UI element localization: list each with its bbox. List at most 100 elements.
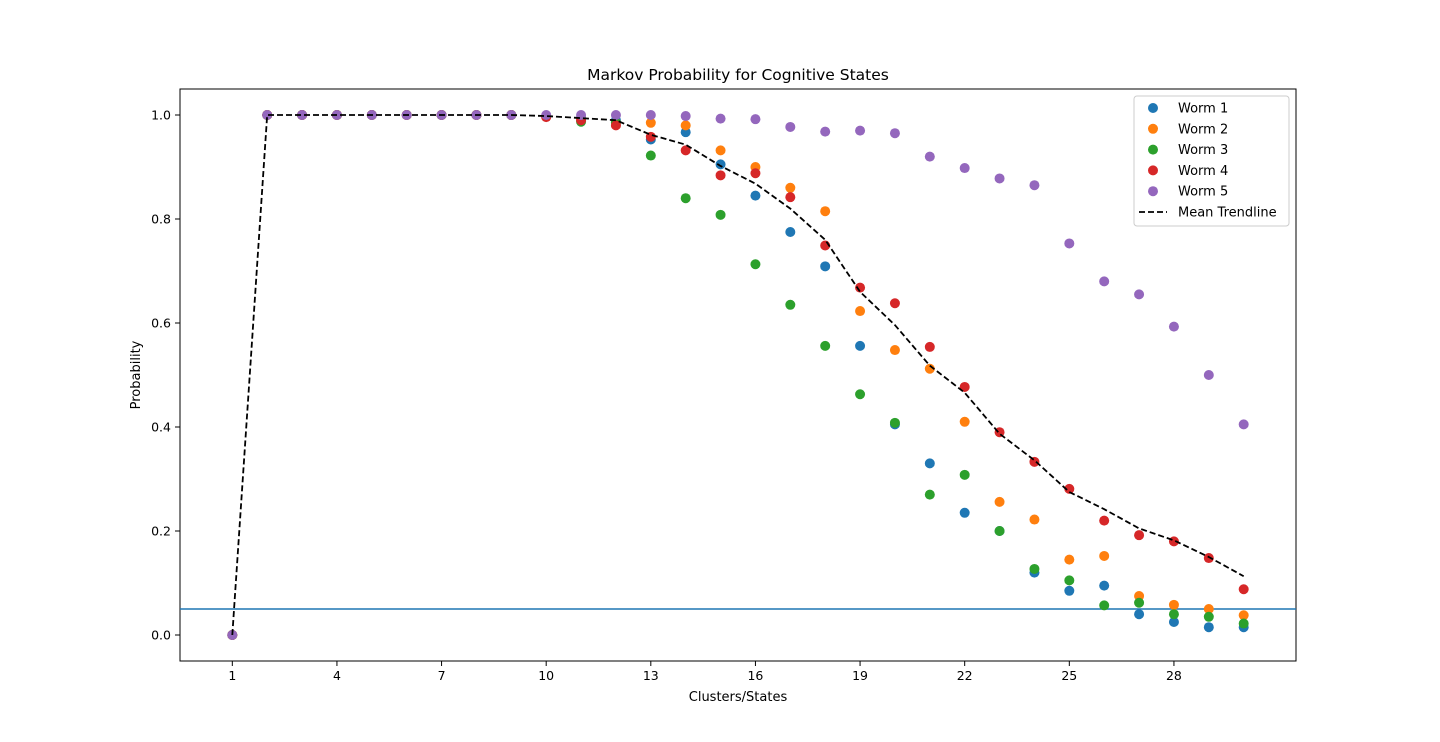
data-point <box>1238 610 1249 621</box>
data-point <box>889 417 900 428</box>
data-point <box>994 496 1005 507</box>
data-point <box>1238 419 1249 430</box>
y-tick-label: 1.0 <box>151 108 171 123</box>
data-point <box>1099 515 1110 526</box>
data-point <box>785 121 796 132</box>
data-point <box>645 110 656 120</box>
data-point <box>645 150 656 161</box>
series-2-points <box>227 110 1249 640</box>
legend-label: Worm 3 <box>1178 143 1228 158</box>
x-tick-label: 1 <box>228 668 236 683</box>
data-point <box>820 340 831 351</box>
series-4-points <box>227 110 1249 640</box>
mean-trendline <box>231 114 1245 636</box>
y-tick-label: 0.2 <box>151 524 171 539</box>
data-point <box>959 381 970 392</box>
y-tick-label: 0.0 <box>151 628 171 643</box>
data-point <box>715 159 726 170</box>
data-point <box>680 120 691 131</box>
legend-label: Worm 4 <box>1178 164 1228 179</box>
data-point <box>1168 617 1179 627</box>
data-point <box>1064 585 1075 596</box>
legend-marker <box>1148 186 1158 197</box>
data-point <box>959 163 970 174</box>
data-point <box>750 259 761 270</box>
chart-title: Markov Probability for Cognitive States <box>587 66 889 84</box>
x-axis-label: Clusters/States <box>689 690 788 705</box>
data-point <box>1134 597 1145 608</box>
data-point <box>715 145 726 156</box>
x-tick-label: 4 <box>333 668 341 683</box>
data-point <box>1029 514 1040 525</box>
legend-label: Worm 1 <box>1178 102 1228 117</box>
x-tick-label: 19 <box>852 668 868 683</box>
legend-marker <box>1148 123 1158 134</box>
data-point <box>715 113 726 124</box>
legend-label: Worm 2 <box>1178 122 1228 137</box>
data-point <box>785 182 796 193</box>
x-tick-label: 7 <box>438 668 446 683</box>
y-axis: 0.0 0.2 0.4 0.6 0.8 1.0 <box>151 108 180 643</box>
data-point <box>1134 289 1145 300</box>
data-point <box>1238 584 1249 595</box>
data-point <box>297 110 308 120</box>
y-axis-label: Probability <box>129 340 144 409</box>
data-point <box>1029 180 1040 191</box>
data-point <box>1203 370 1214 380</box>
data-point <box>994 173 1005 184</box>
plot-frame <box>179 88 1297 662</box>
legend-marker <box>1148 103 1158 113</box>
legend-label: Worm 5 <box>1178 185 1228 200</box>
data-point <box>1238 618 1249 629</box>
y-tick-label: 0.8 <box>151 212 171 227</box>
data-point <box>541 110 552 120</box>
data-point <box>1168 599 1179 610</box>
data-point <box>1099 276 1110 287</box>
series-3-points <box>227 110 1249 640</box>
data-point <box>1168 609 1179 620</box>
data-point <box>994 526 1005 536</box>
data-point <box>680 193 691 204</box>
data-point <box>889 128 900 139</box>
x-tick-label: 28 <box>1166 668 1182 683</box>
x-axis: 1 4 7 10 13 16 19 22 25 28 <box>228 661 1182 683</box>
data-point <box>855 340 866 351</box>
data-point <box>1134 609 1145 620</box>
data-point <box>855 125 866 136</box>
data-point <box>855 282 866 293</box>
data-point <box>785 299 796 310</box>
data-point <box>1203 611 1214 622</box>
data-point <box>1064 554 1075 565</box>
data-point <box>715 170 726 181</box>
data-point <box>924 151 935 162</box>
data-point <box>924 363 935 374</box>
data-point <box>1203 622 1214 633</box>
data-point <box>924 489 935 500</box>
data-point <box>610 110 621 120</box>
data-point <box>645 117 656 128</box>
data-point <box>924 458 935 469</box>
series-1-points <box>227 110 1249 640</box>
data-point <box>262 110 273 120</box>
data-point <box>610 120 621 131</box>
data-point <box>1099 600 1110 611</box>
data-point <box>959 416 970 427</box>
data-point <box>785 192 796 203</box>
x-tick-label: 13 <box>643 668 659 683</box>
data-point <box>1064 575 1075 586</box>
legend-box <box>1133 95 1290 227</box>
data-point <box>855 389 866 400</box>
x-tick-label: 16 <box>747 668 763 683</box>
data-point <box>1099 580 1110 591</box>
data-point <box>959 507 970 518</box>
x-tick-label: 25 <box>1061 668 1077 683</box>
data-point <box>715 209 726 220</box>
data-point <box>750 114 761 125</box>
data-point <box>680 145 691 156</box>
data-point <box>1099 550 1110 561</box>
data-point <box>889 345 900 356</box>
legend: Worm 1 Worm 2 Worm 3 Worm 4 Worm 5 Mean Trend… <box>1133 95 1290 227</box>
data-point <box>889 298 900 309</box>
data-point <box>750 168 761 179</box>
data-point <box>1029 563 1040 574</box>
